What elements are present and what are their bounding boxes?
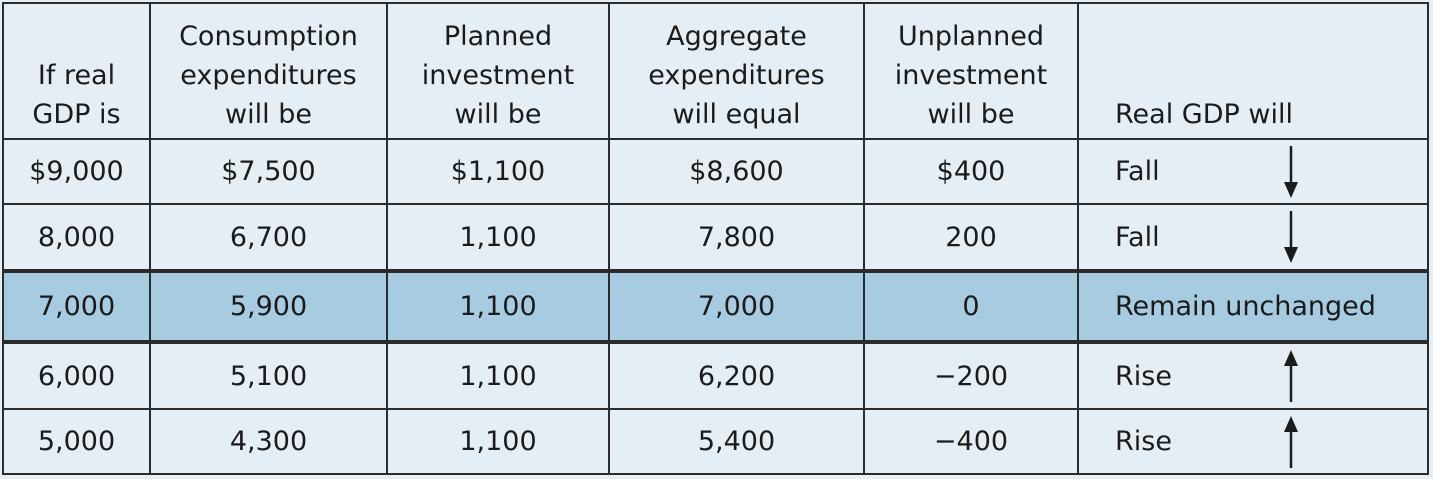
arrow-down-icon [1284, 146, 1298, 198]
cell-unplanned-investment: −400 [864, 408, 1079, 473]
cell-real-gdp-will: Fall [1078, 204, 1427, 272]
cell-consumption: 6,700 [150, 204, 388, 272]
header-real-gdp: If real GDP is [4, 4, 151, 140]
arrow-down-icon [1284, 211, 1298, 264]
cell-aggregate-expenditures: 7,000 [609, 268, 865, 345]
cell-consumption: $7,500 [150, 139, 388, 206]
direction-label: Fall [1115, 156, 1160, 188]
cell-consumption: 4,300 [150, 408, 388, 473]
cell-consumption: 5,100 [150, 341, 388, 410]
table-body: $9,000 $7,500 $1,100 $8,600 $400 Fall 8,000 6,7… [4, 139, 1427, 473]
cell-unplanned-investment: 200 [864, 204, 1079, 272]
header-aggregate-expenditures: Aggregate expenditures will equal [609, 4, 865, 140]
cell-real-gdp: 8,000 [4, 204, 151, 272]
header-row: If real GDP is Consumption expenditures … [4, 4, 1427, 140]
table-row: 5,000 4,300 1,100 5,400 −400 Rise [4, 408, 1427, 473]
cell-real-gdp: 7,000 [4, 268, 151, 345]
cell-real-gdp: 5,000 [4, 408, 151, 473]
cell-real-gdp-will: Rise [1078, 409, 1427, 473]
table-row-equilibrium: 7,000 5,900 1,100 7,000 0 Remain unchanged [4, 268, 1427, 345]
direction-label: Remain unchanged [1115, 291, 1376, 322]
direction-label: Rise [1115, 425, 1172, 457]
cell-aggregate-expenditures: $8,600 [609, 139, 865, 206]
cell-real-gdp-will: Fall [1078, 139, 1427, 206]
arrow-up-icon [1284, 350, 1298, 403]
cell-planned-investment: 1,100 [387, 408, 610, 473]
cell-real-gdp: $9,000 [4, 139, 151, 206]
header-planned-investment: Planned investment will be [387, 4, 610, 140]
table-row: 6,000 5,100 1,100 6,200 −200 Rise [4, 341, 1427, 410]
cell-unplanned-investment: 0 [864, 268, 1079, 345]
cell-aggregate-expenditures: 6,200 [609, 341, 865, 410]
cell-planned-investment: $1,100 [387, 139, 610, 206]
cell-planned-investment: 1,100 [387, 204, 610, 272]
direction-label: Rise [1115, 360, 1172, 392]
direction-label: Fall [1115, 221, 1160, 253]
cell-planned-investment: 1,100 [387, 341, 610, 410]
gdp-table: If real GDP is Consumption expenditures … [4, 4, 1427, 473]
table-row: $9,000 $7,500 $1,100 $8,600 $400 Fall [4, 139, 1427, 206]
cell-planned-investment: 1,100 [387, 268, 610, 345]
header-real-gdp-will: Real GDP will [1078, 4, 1427, 140]
cell-unplanned-investment: $400 [864, 139, 1079, 206]
cell-consumption: 5,900 [150, 268, 388, 345]
header-unplanned-investment: Unplanned investment will be [864, 4, 1079, 140]
table-row: 8,000 6,700 1,100 7,800 200 Fall [4, 204, 1427, 272]
cell-aggregate-expenditures: 7,800 [609, 204, 865, 272]
cell-real-gdp-will: Remain unchanged [1078, 268, 1427, 345]
cell-aggregate-expenditures: 5,400 [609, 408, 865, 473]
cell-unplanned-investment: −200 [864, 341, 1079, 410]
cell-real-gdp-will: Rise [1078, 341, 1427, 410]
header-consumption: Consumption expenditures will be [150, 4, 388, 140]
cell-real-gdp: 6,000 [4, 341, 151, 410]
arrow-up-icon [1284, 415, 1298, 468]
